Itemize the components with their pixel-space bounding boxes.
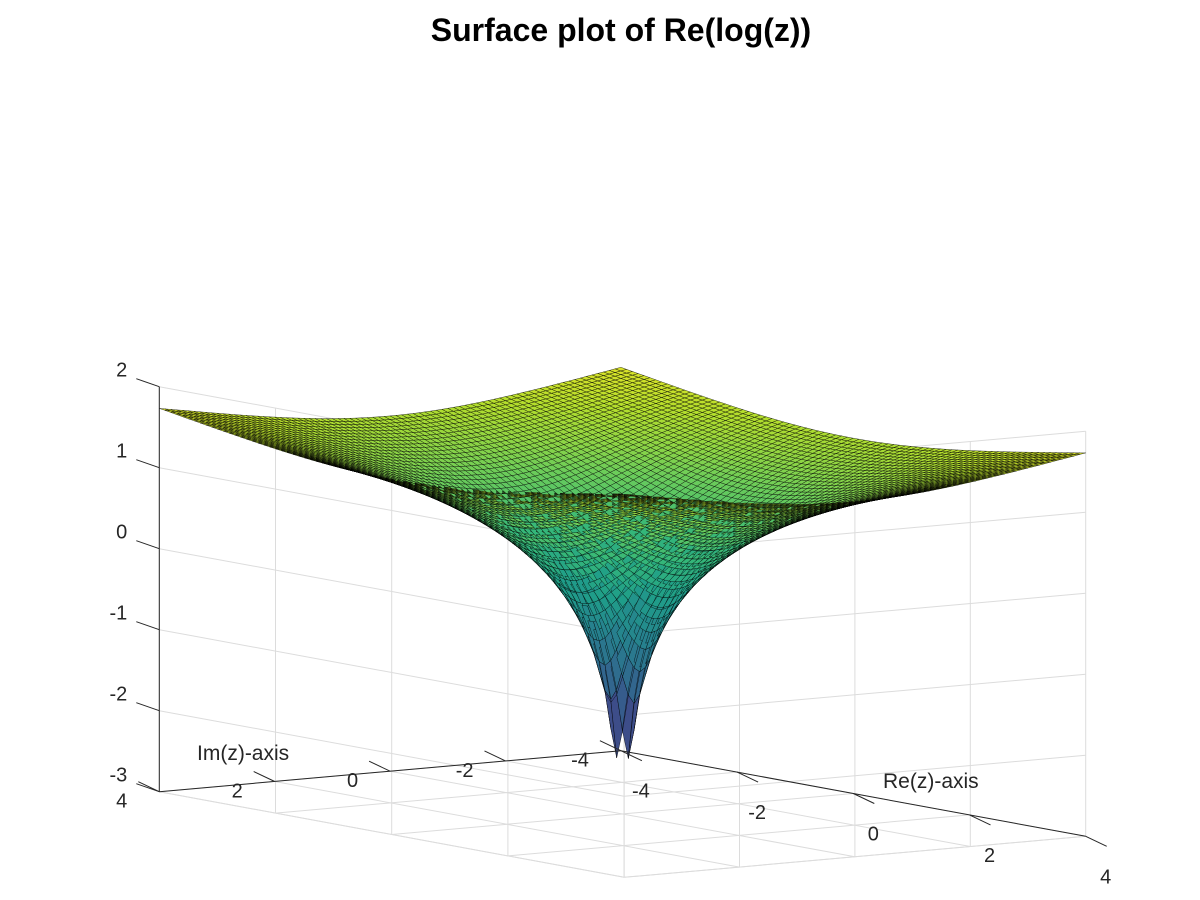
floor-grid-line xyxy=(390,770,855,858)
side-wall-grid-line xyxy=(624,835,1086,878)
back-wall-grid-line xyxy=(159,548,625,635)
side-wall-grid-line xyxy=(624,592,1086,635)
back-wall-grid-line xyxy=(159,791,625,878)
back-wall-grid-line xyxy=(159,629,625,716)
floor-grid-line xyxy=(505,760,971,847)
side-wall-grid-line xyxy=(624,754,1086,797)
side-wall-grid-line xyxy=(624,673,1086,716)
surface-mesh xyxy=(159,367,1086,759)
back-wall-grid-line xyxy=(159,710,625,797)
floor-grid-line xyxy=(274,781,740,868)
